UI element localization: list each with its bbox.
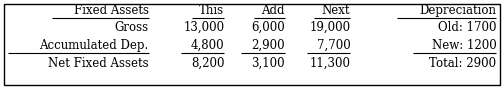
Text: Total: 2900: Total: 2900	[429, 57, 496, 70]
Text: Add: Add	[261, 4, 285, 17]
Text: Depreciation: Depreciation	[419, 4, 496, 17]
Text: 13,000: 13,000	[183, 21, 224, 34]
Text: 11,300: 11,300	[309, 57, 350, 70]
Text: 3,100: 3,100	[251, 57, 285, 70]
Text: 4,800: 4,800	[191, 39, 224, 52]
Text: 19,000: 19,000	[309, 21, 350, 34]
Text: 8,200: 8,200	[191, 57, 224, 70]
Text: Accumulated Dep.: Accumulated Dep.	[39, 39, 149, 52]
Text: 7,700: 7,700	[317, 39, 350, 52]
Text: 2,900: 2,900	[251, 39, 285, 52]
Text: Old: 1700: Old: 1700	[438, 21, 496, 34]
Text: New: 1200: New: 1200	[432, 39, 496, 52]
Text: 6,000: 6,000	[251, 21, 285, 34]
Text: Gross: Gross	[114, 21, 149, 34]
Text: Fixed Assets: Fixed Assets	[74, 4, 149, 17]
Text: This: This	[199, 4, 224, 17]
Text: Net Fixed Assets: Net Fixed Assets	[48, 57, 149, 70]
Text: Next: Next	[322, 4, 350, 17]
